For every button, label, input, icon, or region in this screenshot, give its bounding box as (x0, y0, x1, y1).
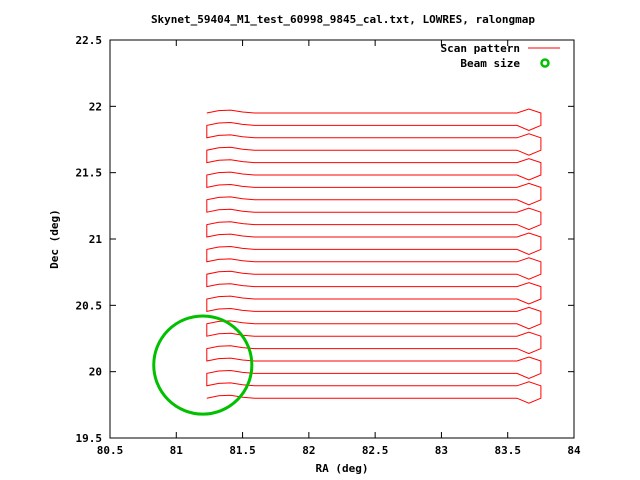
y-tick-label: 22.5 (76, 34, 103, 47)
legend-label-scan: Scan pattern (441, 42, 520, 55)
scan-pattern-series (206, 108, 542, 404)
y-axis: 19.5 20 20.5 21 21.5 22 22.5 (76, 34, 574, 445)
x-tick-label: 81.5 (229, 444, 256, 457)
y-tick-label: 20.5 (76, 299, 103, 312)
x-tick-label: 80.5 (97, 444, 124, 457)
x-tick-label: 82 (302, 444, 315, 457)
y-tick-label: 21 (89, 233, 103, 246)
x-tick-label: 84 (567, 444, 581, 457)
y-tick-label: 21.5 (76, 167, 103, 180)
beam-circle (152, 314, 254, 416)
scan-line (206, 108, 542, 404)
legend: Scan pattern Beam size (441, 42, 560, 70)
plot-frame (109, 39, 575, 439)
x-tick-label: 83.5 (494, 444, 521, 457)
y-tick-label: 20 (89, 366, 102, 379)
x-tick-label: 83 (435, 444, 448, 457)
y-tick-label: 19.5 (76, 432, 103, 445)
legend-label-beam: Beam size (460, 57, 520, 70)
legend-swatch-beam (540, 58, 550, 68)
x-axis-label: RA (deg) (316, 462, 369, 475)
beam-size-series (152, 314, 254, 416)
x-tick-label: 82.5 (362, 444, 389, 457)
x-axis: 80.5 81 81.5 82 82.5 83 83.5 84 (97, 40, 581, 457)
y-tick-label: 22 (89, 100, 102, 113)
y-axis-label: Dec (deg) (48, 209, 61, 269)
chart-title: Skynet_59404_M1_test_60998_9845_cal.txt,… (151, 13, 535, 26)
x-tick-label: 81 (170, 444, 184, 457)
